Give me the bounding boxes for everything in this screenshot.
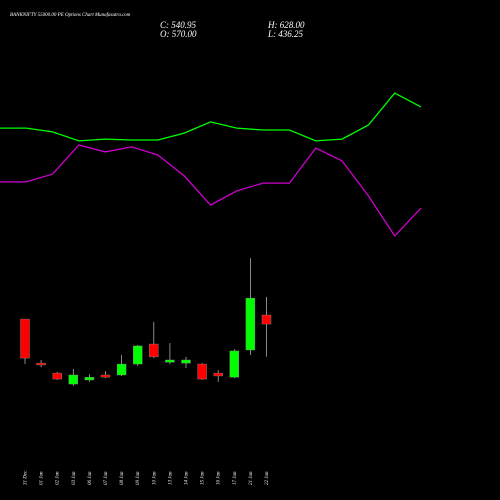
close-label: C: 540.95 xyxy=(160,20,197,30)
candle-body xyxy=(36,362,46,366)
candle-body xyxy=(116,363,127,376)
x-tick-label: 17 Jan xyxy=(233,471,238,485)
low-label: L: 436.25 xyxy=(267,29,304,39)
x-tick-label: 09 Jan xyxy=(136,471,141,485)
candle-body xyxy=(20,318,30,359)
candle-body xyxy=(261,314,272,325)
candle-body xyxy=(229,350,240,378)
x-tick-label: 06 Jan xyxy=(88,471,93,485)
candle-body xyxy=(213,372,223,377)
x-tick-label: 07 Jan xyxy=(104,471,109,485)
candle-body xyxy=(149,343,159,358)
x-tick-label: 14 Jan xyxy=(185,471,190,485)
x-tick-label: 13 Jan xyxy=(168,471,173,485)
candle-body xyxy=(245,297,256,351)
chart-title: BANKNIFTY 55000.00 PE Options Chart Muna… xyxy=(10,13,131,18)
open-label: O: 570.00 xyxy=(160,29,197,39)
x-tick-label: 02 Jan xyxy=(56,471,61,485)
x-tick-label: 10 Jan xyxy=(152,471,157,485)
x-tick-label: 03 Jan xyxy=(72,471,77,485)
x-tick-label: 31 Dec xyxy=(24,470,29,485)
candle-body xyxy=(197,363,207,380)
candle-body xyxy=(68,374,79,385)
candle-body xyxy=(100,374,111,378)
x-tick-label: 15 Jan xyxy=(201,471,206,485)
x-tick-label: 22 Jan xyxy=(265,471,270,485)
candle-body xyxy=(181,359,191,364)
x-tick-label: 21 Jan xyxy=(249,471,254,485)
indicator-line xyxy=(0,92,422,142)
candle-body xyxy=(165,359,175,363)
x-tick-label: 08 Jan xyxy=(120,471,125,485)
candle-body xyxy=(132,345,143,365)
candle-body xyxy=(84,376,95,381)
x-tick-label: 16 Jan xyxy=(217,471,222,485)
candle-body xyxy=(52,372,62,380)
indicator-line xyxy=(0,144,422,237)
high-label: H: 628.00 xyxy=(267,20,305,30)
x-tick-label: 01 Jan xyxy=(40,471,45,485)
